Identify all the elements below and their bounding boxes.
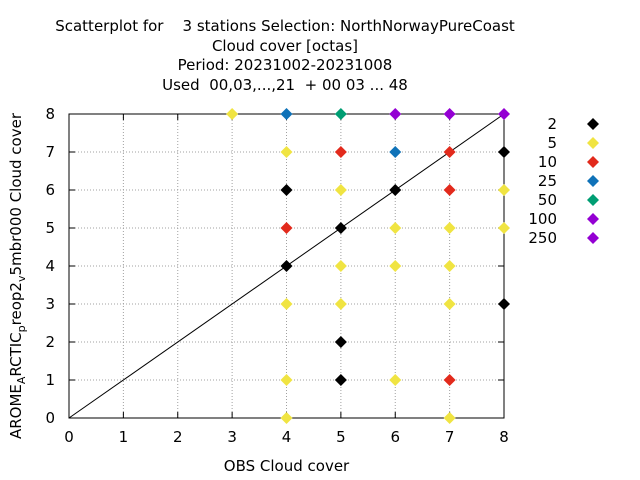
data-point bbox=[443, 108, 456, 120]
legend-marker bbox=[587, 118, 599, 130]
legend-marker bbox=[587, 175, 599, 187]
x-tick-label: 2 bbox=[173, 428, 183, 446]
data-point bbox=[280, 412, 293, 424]
data-point bbox=[334, 260, 347, 272]
data-point bbox=[498, 222, 510, 234]
title-line-3: Period: 20231002-20231008 bbox=[177, 56, 393, 74]
data-point bbox=[498, 146, 510, 158]
data-point bbox=[443, 374, 456, 386]
data-point bbox=[443, 412, 456, 424]
data-point bbox=[389, 184, 402, 196]
y-axis-label-subscript: v bbox=[15, 275, 28, 282]
data-point bbox=[334, 298, 347, 310]
data-point bbox=[280, 146, 293, 158]
data-point bbox=[334, 336, 347, 348]
y-tick-label: 0 bbox=[45, 409, 55, 427]
legend-label: 25 bbox=[538, 172, 557, 190]
y-tick-label: 6 bbox=[45, 181, 55, 199]
y-tick-label: 3 bbox=[45, 295, 55, 313]
data-point bbox=[280, 374, 293, 386]
y-axis-label-part: AROME bbox=[7, 384, 25, 439]
data-point bbox=[280, 184, 293, 196]
y-axis-label-part: reop2 bbox=[7, 282, 25, 325]
legend-marker bbox=[587, 232, 599, 244]
y-tick-label: 1 bbox=[45, 371, 55, 389]
y-tick-label: 2 bbox=[45, 333, 55, 351]
legend-label: 10 bbox=[538, 153, 557, 171]
legend-marker bbox=[587, 137, 599, 149]
data-point bbox=[389, 374, 402, 386]
data-point bbox=[280, 260, 293, 272]
y-axis-label-part: 5mbr000 Cloud cover bbox=[7, 112, 25, 275]
y-axis-label-part: RCTIC bbox=[7, 332, 25, 376]
y-axis-label-subscript: p bbox=[15, 325, 28, 332]
legend-label: 50 bbox=[538, 191, 557, 209]
data-point bbox=[389, 108, 402, 120]
x-tick-label: 0 bbox=[64, 428, 74, 446]
data-point bbox=[498, 298, 510, 310]
data-point bbox=[443, 298, 456, 310]
data-point bbox=[443, 222, 456, 234]
x-tick-label: 5 bbox=[336, 428, 346, 446]
data-point bbox=[334, 108, 347, 120]
y-tick-label: 4 bbox=[45, 257, 55, 275]
y-axis-label: AROMEARCTICpreop2v5mbr000 Cloud cover bbox=[7, 112, 28, 439]
legend-label: 5 bbox=[547, 134, 557, 152]
legend-marker bbox=[587, 156, 599, 168]
data-point bbox=[334, 146, 347, 158]
point-layer bbox=[226, 108, 510, 424]
legend-label: 250 bbox=[528, 229, 557, 247]
data-point bbox=[498, 108, 510, 120]
legend-marker bbox=[587, 194, 599, 206]
data-point bbox=[280, 222, 293, 234]
data-point bbox=[389, 146, 402, 158]
data-point bbox=[226, 108, 239, 120]
data-point bbox=[498, 184, 510, 196]
data-point bbox=[443, 260, 456, 272]
y-tick-label: 5 bbox=[45, 219, 55, 237]
legend-label: 100 bbox=[528, 210, 557, 228]
data-point bbox=[280, 298, 293, 310]
x-axis-label: OBS Cloud cover bbox=[224, 457, 350, 475]
grid-layer bbox=[69, 114, 504, 418]
x-tick-label: 4 bbox=[282, 428, 292, 446]
data-point bbox=[389, 222, 402, 234]
legend-marker bbox=[587, 213, 599, 225]
x-tick-label: 6 bbox=[390, 428, 400, 446]
title-line-4: Used 00,03,...,21 + 00 03 ... 48 bbox=[162, 75, 408, 94]
y-axis-label-subscript: A bbox=[15, 376, 28, 384]
legend-label: 2 bbox=[547, 115, 557, 133]
tick-layer: 0 1 2 3 4 5 6 7 8 0 1 2 3 4 5 6 7 8 bbox=[45, 105, 508, 446]
x-tick-label: 7 bbox=[445, 428, 455, 446]
data-point bbox=[443, 146, 456, 158]
x-tick-label: 8 bbox=[499, 428, 509, 446]
y-tick-label: 8 bbox=[45, 105, 55, 123]
x-tick-label: 3 bbox=[227, 428, 237, 446]
data-point bbox=[443, 184, 456, 196]
data-point bbox=[334, 184, 347, 196]
chart-title: Scatterplot for 3 stations Selection: No… bbox=[0, 17, 570, 95]
data-point bbox=[334, 222, 347, 234]
data-point bbox=[280, 108, 293, 120]
data-point bbox=[389, 260, 402, 272]
y-tick-label: 7 bbox=[45, 143, 55, 161]
data-point bbox=[334, 374, 347, 386]
title-line-1: Scatterplot for 3 stations Selection: No… bbox=[55, 17, 515, 35]
x-tick-label: 1 bbox=[119, 428, 129, 446]
title-line-2: Cloud cover [octas] bbox=[211, 36, 359, 55]
